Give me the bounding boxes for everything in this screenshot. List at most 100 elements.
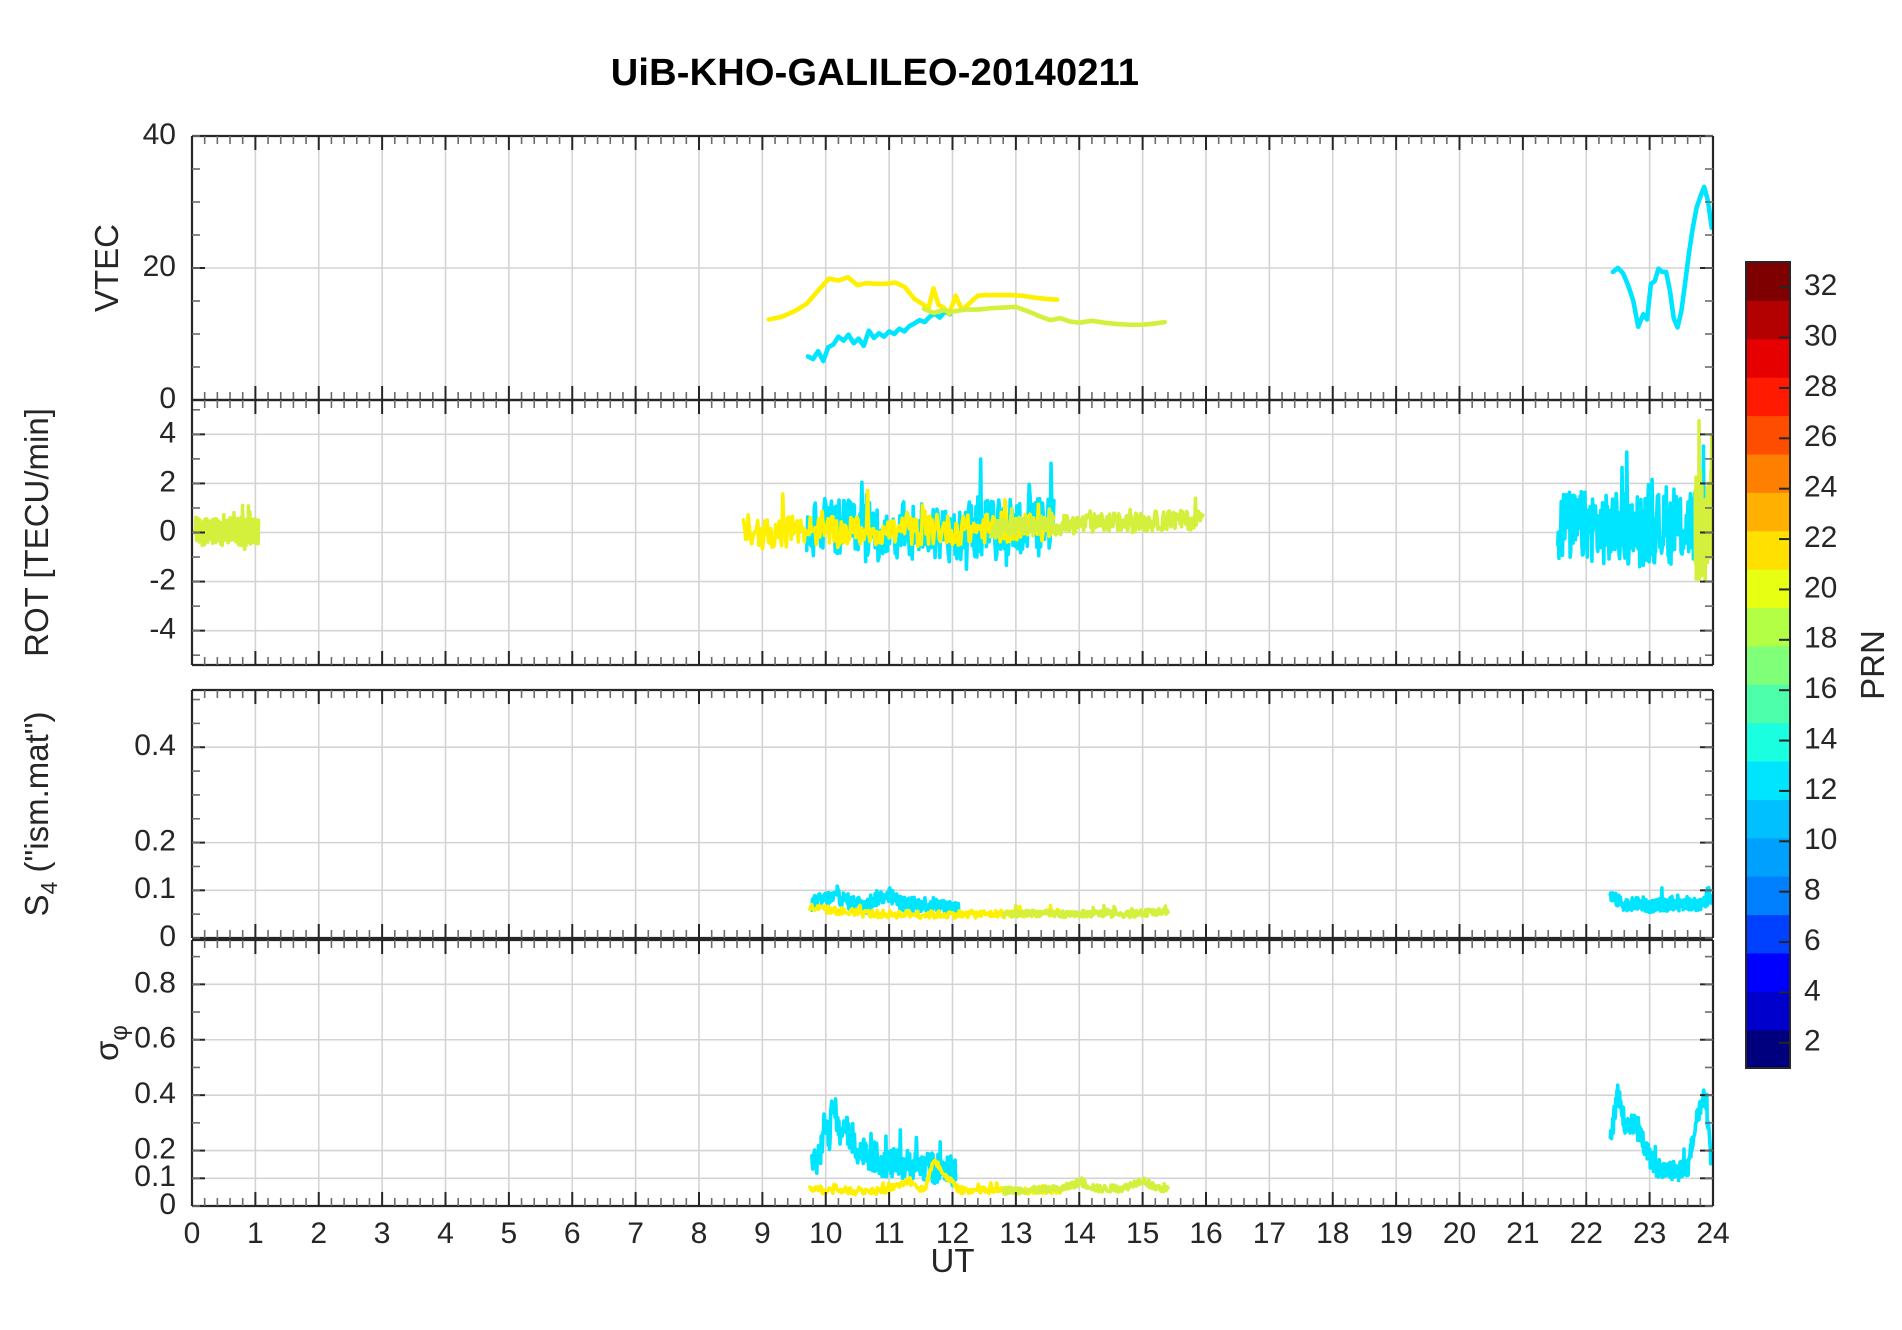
data-trace-prn-12 bbox=[1608, 885, 1713, 915]
x-axis-title: UT bbox=[931, 1242, 975, 1279]
ytick-label: 0.1 bbox=[134, 872, 176, 905]
data-trace-prn-12 bbox=[804, 457, 1056, 571]
colorbar-tick-label: 4 bbox=[1804, 974, 1821, 1007]
data-trace-prn-19 bbox=[1001, 1176, 1170, 1196]
colorbar-swatch bbox=[1746, 453, 1790, 493]
xtick-label: 22 bbox=[1570, 1217, 1603, 1250]
xtick-label: 16 bbox=[1189, 1217, 1222, 1250]
colorbar-swatch bbox=[1746, 492, 1790, 532]
xtick-label: 0 bbox=[184, 1217, 201, 1250]
ytick-label: 0.4 bbox=[134, 729, 176, 762]
xtick-label: 9 bbox=[754, 1217, 771, 1250]
data-trace-prn-20 bbox=[766, 274, 1060, 322]
ytick-label: -4 bbox=[149, 613, 176, 646]
colorbar-tick-label: 26 bbox=[1804, 420, 1837, 453]
xtick-label: 23 bbox=[1633, 1217, 1666, 1250]
ytick-label: 2 bbox=[159, 465, 176, 498]
xtick-label: 1 bbox=[247, 1217, 264, 1250]
colorbar-tick-label: 6 bbox=[1804, 924, 1821, 957]
panel-rot: -4 -2 0 2 4 ROT [TECU/min] bbox=[18, 398, 1715, 667]
data-trace-prn-20 bbox=[193, 503, 261, 552]
xtick-label: 19 bbox=[1379, 1217, 1412, 1250]
data-trace-prn-12 bbox=[1608, 1083, 1713, 1183]
ytick-label: 0.2 bbox=[134, 825, 176, 858]
panel-s4: 0 0.1 0.2 0.4 S4 ("ism.mat") bbox=[18, 688, 1715, 953]
colorbar-tick-label: 24 bbox=[1804, 471, 1837, 504]
ytick-label: 0 bbox=[159, 514, 176, 547]
panel-ylabel: VTEC bbox=[88, 224, 125, 312]
colorbar-swatch bbox=[1746, 837, 1790, 877]
colorbar-swatch bbox=[1746, 415, 1790, 455]
xtick-label: 18 bbox=[1316, 1217, 1349, 1250]
data-trace-prn-12 bbox=[810, 884, 961, 918]
colorbar-tick-label: 18 bbox=[1804, 622, 1837, 655]
data-trace-prn-12 bbox=[810, 1097, 958, 1188]
colorbar-swatch bbox=[1746, 952, 1790, 992]
colorbar-swatch bbox=[1746, 914, 1790, 954]
colorbar-swatch bbox=[1746, 530, 1790, 570]
xtick-label: 13 bbox=[999, 1217, 1032, 1250]
colorbar-tick-label: 16 bbox=[1804, 672, 1837, 705]
xtick-label: 3 bbox=[374, 1217, 391, 1250]
xtick-label: 17 bbox=[1253, 1217, 1286, 1250]
colorbar-swatch bbox=[1746, 262, 1790, 301]
colorbar-swatch bbox=[1746, 645, 1790, 685]
panel-vtec: 0 20 40 VTEC bbox=[88, 118, 1715, 415]
colorbar-swatch bbox=[1746, 300, 1790, 340]
panel-sigma_phi: 00.10.2 0.4 0.6 0.8σφ bbox=[88, 938, 1715, 1221]
ytick-label: 0.6 bbox=[134, 1022, 176, 1055]
colorbar-tick-label: 30 bbox=[1804, 319, 1837, 352]
colorbar-tick-label: 20 bbox=[1804, 571, 1837, 604]
xtick-label: 6 bbox=[564, 1217, 581, 1250]
xtick-label: 14 bbox=[1063, 1217, 1096, 1250]
colorbar-swatch bbox=[1746, 799, 1790, 839]
colorbar-tick-label: 2 bbox=[1804, 1025, 1821, 1058]
data-trace-prn-19 bbox=[1001, 903, 1170, 920]
ytick-label: 0 bbox=[159, 382, 176, 415]
ytick-label: 40 bbox=[143, 118, 176, 151]
ytick-label: 0.8 bbox=[134, 966, 176, 999]
data-trace-prn-12 bbox=[1555, 444, 1713, 569]
colorbar-swatch bbox=[1746, 760, 1790, 800]
colorbar-swatch bbox=[1746, 722, 1790, 762]
colorbar-tick-label: 12 bbox=[1804, 773, 1837, 806]
colorbar-tick-label: 32 bbox=[1804, 269, 1837, 302]
colorbar-swatch bbox=[1746, 991, 1790, 1031]
ytick-label: 0.1 bbox=[134, 1160, 176, 1193]
ytick-label: -2 bbox=[149, 563, 176, 596]
xtick-label: 4 bbox=[437, 1217, 454, 1250]
xtick-label: 12 bbox=[936, 1217, 969, 1250]
colorbar-title: PRN bbox=[1854, 630, 1891, 700]
data-trace-prn-12 bbox=[805, 309, 953, 364]
panel-ylabel: σφ bbox=[88, 1025, 133, 1061]
xtick-label: 24 bbox=[1696, 1217, 1729, 1250]
panel-ylabel: S4 ("ism.mat") bbox=[18, 712, 62, 917]
colorbar-tick-label: 14 bbox=[1804, 722, 1837, 755]
ytick-label: 4 bbox=[159, 416, 176, 449]
ytick-label: 20 bbox=[143, 250, 176, 283]
data-trace-prn-12 bbox=[1610, 184, 1715, 330]
xtick-label: 7 bbox=[627, 1217, 644, 1250]
xtick-label: 10 bbox=[809, 1217, 842, 1250]
colorbar-tick-label: 10 bbox=[1804, 823, 1837, 856]
colorbar-swatch bbox=[1746, 1029, 1790, 1069]
colorbar-swatch bbox=[1746, 876, 1790, 916]
panel-ylabel: ROT [TECU/min] bbox=[18, 408, 55, 657]
colorbar-tick-label: 22 bbox=[1804, 521, 1837, 554]
xtick-label: 15 bbox=[1126, 1217, 1159, 1250]
ytick-label: 0 bbox=[159, 920, 176, 953]
x-axis-labels: 0 1 2 3 4 5 6 7 8 9 10 11 12 13 14 15 16 17 18 19 20 21 22 23 24… bbox=[184, 1217, 1730, 1279]
colorbar-swatch bbox=[1746, 338, 1790, 378]
xtick-label: 11 bbox=[874, 1217, 905, 1250]
xtick-label: 5 bbox=[501, 1217, 518, 1250]
figure-title: UiB-KHO-GALILEO-20140211 bbox=[610, 52, 1140, 94]
ytick-label: 0.4 bbox=[134, 1077, 176, 1110]
ytick-label: 0 bbox=[159, 1188, 176, 1221]
ytick-label: 0.2 bbox=[134, 1133, 176, 1166]
xtick-label: 8 bbox=[691, 1217, 708, 1250]
colorbar-frame bbox=[1745, 261, 1791, 1069]
data-trace-prn-19 bbox=[1693, 419, 1715, 583]
